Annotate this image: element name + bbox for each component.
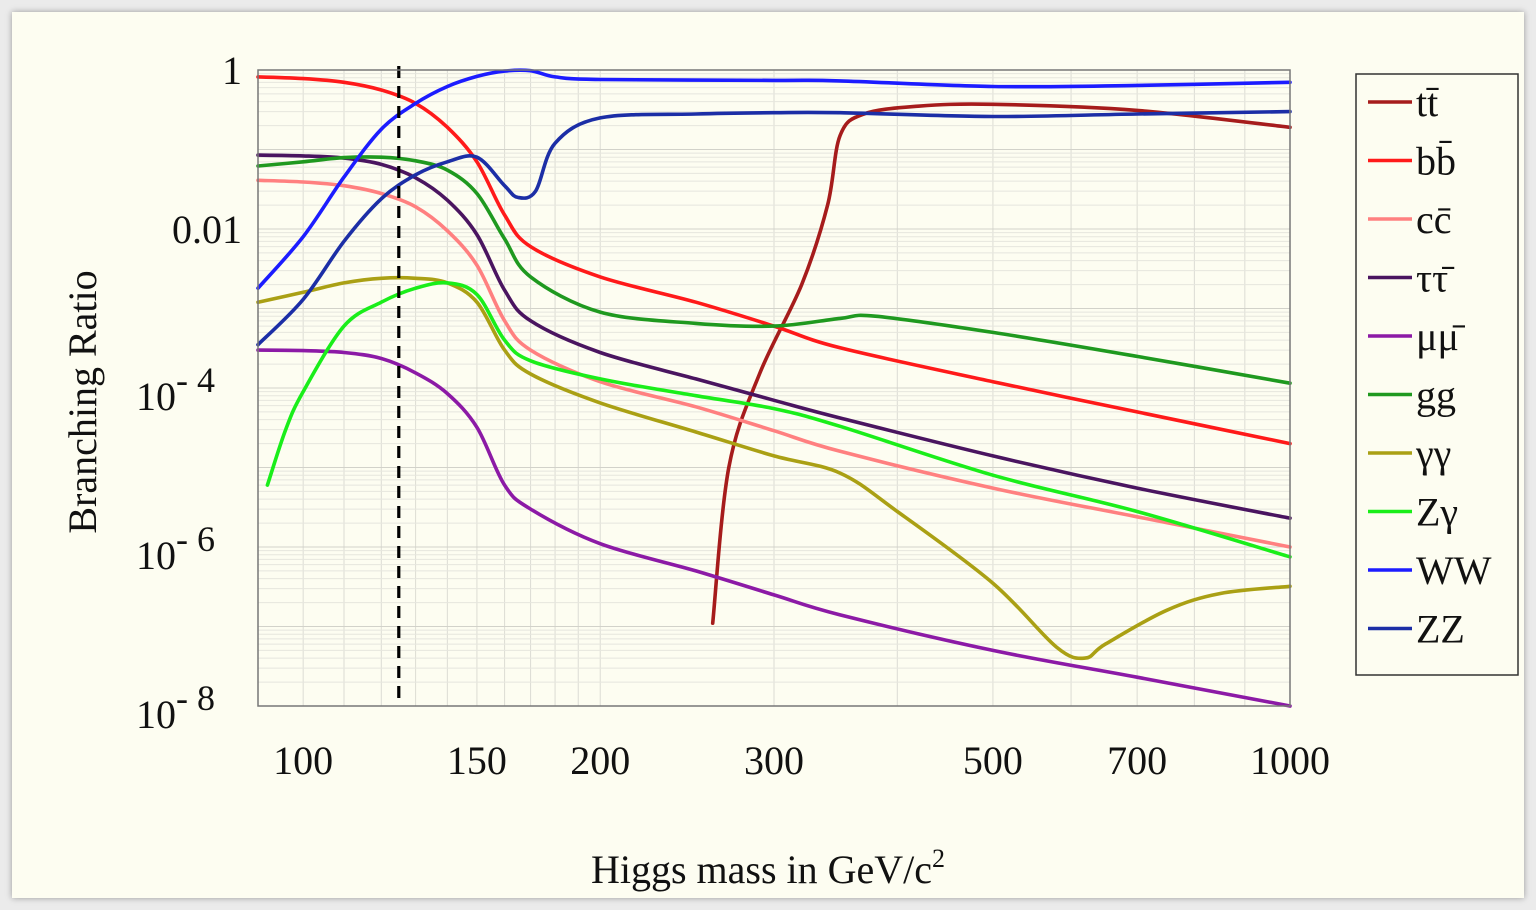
legend-label: Zγ bbox=[1416, 490, 1458, 535]
y-tick-label: 10 bbox=[136, 374, 176, 419]
figure-frame: 100 150 200 300 500 700 1000 1 0.01 10- 4 10- 6 10… bbox=[12, 12, 1524, 898]
y-tick-exponent: - 8 bbox=[176, 678, 215, 718]
y-axis-label: Branching Ratio bbox=[60, 270, 105, 533]
series-line-8 bbox=[256, 68, 1292, 290]
legend-label: gg bbox=[1416, 373, 1456, 418]
grid bbox=[257, 70, 1291, 707]
x-axis-label-exponent: 2 bbox=[932, 844, 945, 873]
legend-label: WW bbox=[1416, 548, 1492, 593]
plot-lines bbox=[256, 68, 1292, 708]
x-tick-label: 500 bbox=[963, 738, 1023, 783]
x-tick-label: 700 bbox=[1107, 738, 1167, 783]
series-line-2 bbox=[256, 178, 1292, 549]
y-tick-label: 10 bbox=[136, 692, 176, 737]
series-line-3 bbox=[256, 153, 1292, 520]
x-tick-label: 300 bbox=[744, 738, 804, 783]
x-tick-label: 100 bbox=[273, 738, 333, 783]
x-tick-label: 150 bbox=[447, 738, 507, 783]
series-line-6 bbox=[256, 275, 1292, 661]
series-line-9 bbox=[256, 109, 1292, 347]
legend-label: cc̄ bbox=[1416, 197, 1452, 242]
legend-label: ZZ bbox=[1416, 607, 1465, 652]
x-tick-labels: 100 150 200 300 500 700 1000 bbox=[273, 738, 1330, 783]
y-tick-label: 1 bbox=[222, 48, 242, 93]
legend-label: bb̄ bbox=[1416, 139, 1456, 184]
x-tick-label: 200 bbox=[570, 738, 630, 783]
series-line-5 bbox=[256, 155, 1292, 385]
series-line-4 bbox=[256, 348, 1292, 708]
legend-label: tt̄ bbox=[1416, 80, 1439, 125]
x-axis-label-text: Higgs mass in GeV/c bbox=[591, 847, 932, 892]
legend-label: γγ bbox=[1415, 431, 1451, 476]
y-tick-label: 10 bbox=[136, 533, 176, 578]
y-tick-label: 0.01 bbox=[172, 207, 242, 252]
series-line-7 bbox=[265, 280, 1292, 559]
legend-label: μμ̄ bbox=[1416, 314, 1466, 359]
plot-border bbox=[257, 69, 1291, 707]
x-axis-label: Higgs mass in GeV/c2 bbox=[591, 844, 945, 892]
y-tick-exponent: - 4 bbox=[176, 360, 215, 400]
legend-box bbox=[1355, 73, 1519, 676]
series-line-1 bbox=[256, 75, 1292, 446]
y-tick-exponent: - 6 bbox=[176, 519, 215, 559]
x-tick-label: 1000 bbox=[1250, 738, 1330, 783]
